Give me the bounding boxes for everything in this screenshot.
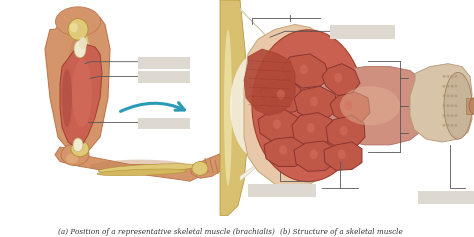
Ellipse shape: [447, 104, 449, 107]
Ellipse shape: [68, 19, 88, 40]
Polygon shape: [322, 64, 360, 96]
Ellipse shape: [447, 124, 449, 127]
Polygon shape: [258, 110, 300, 142]
FancyBboxPatch shape: [248, 184, 316, 197]
Polygon shape: [410, 64, 472, 142]
Polygon shape: [240, 132, 305, 181]
Ellipse shape: [340, 86, 400, 125]
Polygon shape: [244, 24, 325, 188]
Ellipse shape: [443, 75, 446, 78]
Ellipse shape: [450, 95, 454, 97]
Ellipse shape: [337, 150, 346, 159]
Ellipse shape: [90, 160, 190, 173]
Ellipse shape: [273, 119, 281, 129]
Ellipse shape: [443, 124, 446, 127]
Ellipse shape: [71, 141, 89, 157]
FancyBboxPatch shape: [330, 25, 395, 39]
Ellipse shape: [61, 144, 89, 165]
Ellipse shape: [279, 145, 287, 155]
Polygon shape: [294, 141, 336, 171]
Ellipse shape: [455, 104, 457, 107]
Polygon shape: [60, 44, 102, 147]
Ellipse shape: [447, 75, 449, 78]
Ellipse shape: [277, 90, 285, 99]
Ellipse shape: [450, 104, 454, 107]
Ellipse shape: [97, 169, 187, 176]
FancyBboxPatch shape: [138, 57, 190, 68]
Ellipse shape: [443, 114, 446, 117]
Polygon shape: [324, 142, 362, 170]
Ellipse shape: [300, 65, 308, 74]
FancyBboxPatch shape: [0, 0, 220, 215]
Ellipse shape: [74, 32, 90, 144]
Ellipse shape: [455, 75, 457, 78]
Ellipse shape: [252, 30, 364, 182]
Polygon shape: [282, 54, 330, 88]
Ellipse shape: [76, 44, 82, 132]
Polygon shape: [55, 147, 205, 181]
Polygon shape: [330, 92, 370, 122]
Ellipse shape: [224, 29, 232, 186]
Ellipse shape: [455, 124, 457, 127]
Ellipse shape: [310, 150, 318, 159]
Ellipse shape: [345, 101, 352, 111]
Ellipse shape: [447, 114, 449, 117]
Ellipse shape: [444, 73, 472, 139]
Ellipse shape: [450, 114, 454, 117]
FancyBboxPatch shape: [138, 118, 190, 129]
Ellipse shape: [447, 85, 449, 88]
Ellipse shape: [74, 40, 86, 58]
Polygon shape: [264, 137, 306, 166]
Ellipse shape: [79, 37, 87, 49]
Ellipse shape: [72, 59, 92, 127]
Polygon shape: [220, 0, 248, 215]
Ellipse shape: [447, 95, 449, 97]
Ellipse shape: [98, 164, 198, 173]
Polygon shape: [260, 78, 305, 114]
Ellipse shape: [55, 7, 100, 36]
Polygon shape: [466, 98, 474, 114]
Ellipse shape: [310, 97, 318, 106]
FancyBboxPatch shape: [220, 0, 474, 215]
FancyBboxPatch shape: [418, 191, 474, 204]
Ellipse shape: [443, 95, 446, 97]
Ellipse shape: [455, 114, 457, 117]
Ellipse shape: [66, 34, 94, 132]
Ellipse shape: [455, 85, 457, 88]
Ellipse shape: [443, 85, 446, 88]
Polygon shape: [244, 49, 295, 116]
Ellipse shape: [334, 73, 342, 83]
Ellipse shape: [450, 85, 454, 88]
Ellipse shape: [62, 68, 72, 127]
Ellipse shape: [307, 123, 315, 133]
Ellipse shape: [469, 98, 474, 114]
Ellipse shape: [443, 104, 446, 107]
Ellipse shape: [192, 162, 208, 175]
FancyBboxPatch shape: [138, 72, 190, 83]
Polygon shape: [315, 67, 425, 145]
Polygon shape: [240, 8, 305, 73]
Polygon shape: [45, 15, 110, 155]
Ellipse shape: [450, 75, 454, 78]
Ellipse shape: [230, 52, 290, 160]
Text: (b) Structure of a skeletal muscle: (b) Structure of a skeletal muscle: [280, 228, 403, 236]
Polygon shape: [326, 116, 365, 149]
Ellipse shape: [70, 23, 78, 32]
Polygon shape: [190, 152, 228, 178]
Ellipse shape: [73, 138, 83, 152]
Ellipse shape: [340, 126, 347, 136]
Ellipse shape: [455, 95, 457, 97]
Polygon shape: [294, 86, 338, 119]
Polygon shape: [292, 113, 334, 147]
Ellipse shape: [450, 124, 454, 127]
Text: (a) Position of a representative skeletal muscle (brachialis): (a) Position of a representative skeleta…: [58, 228, 275, 236]
Ellipse shape: [66, 154, 78, 164]
